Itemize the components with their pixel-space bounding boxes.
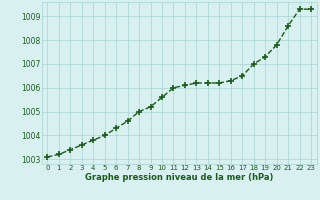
X-axis label: Graphe pression niveau de la mer (hPa): Graphe pression niveau de la mer (hPa): [85, 173, 273, 182]
